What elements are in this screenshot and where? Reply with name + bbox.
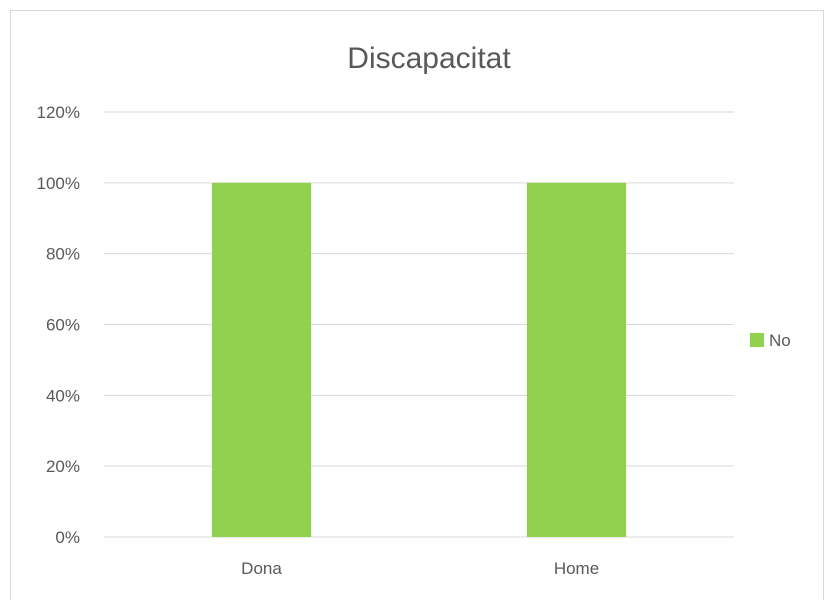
x-axis-labels: Dona Home [241,559,599,578]
y-tick-label: 60% [46,316,80,335]
y-axis-ticks: 0% 20% 40% 60% 80% 100% 120% [37,103,80,547]
x-category-label: Home [554,559,599,578]
legend-swatch [750,333,764,347]
bar-home [526,182,627,538]
y-tick-label: 40% [46,386,80,405]
y-tick-label: 80% [46,245,80,264]
legend: No [750,331,791,350]
bar-dona [211,182,312,538]
y-tick-label: 120% [37,103,80,122]
gridlines [104,111,734,538]
y-tick-label: 20% [46,457,80,476]
y-tick-label: 100% [37,174,80,193]
x-category-label: Dona [241,559,282,578]
chart-title: Discapacitat [347,42,511,75]
bars [211,182,627,538]
legend-label: No [769,331,791,350]
y-tick-label: 0% [55,528,80,547]
chart-frame [10,10,824,600]
